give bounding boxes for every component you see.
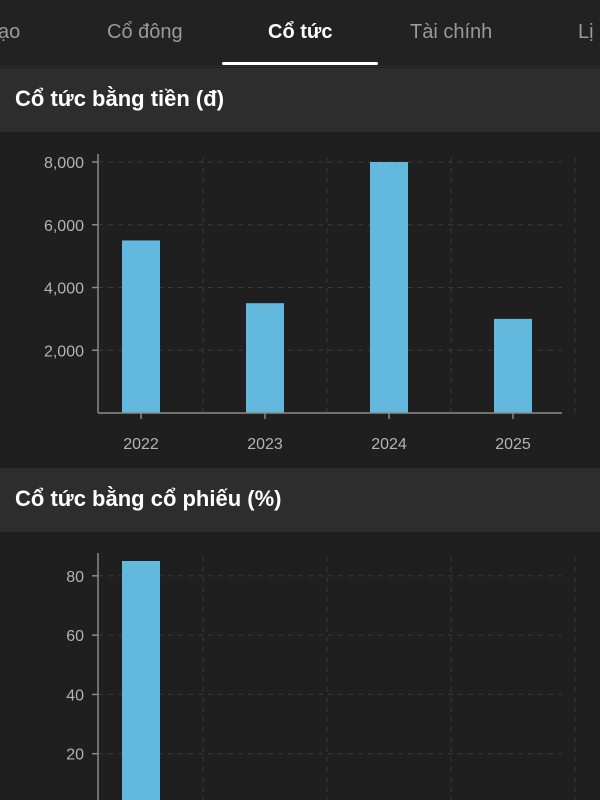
cash-xtick-label: 2023 <box>247 436 283 453</box>
cash-xtick-label: 2025 <box>495 436 531 453</box>
tab-shareholders[interactable]: Cổ đông <box>107 21 183 43</box>
cash-dividend-chart: 2,000 4,000 6,000 8,000 2022 2023 2024 2025 <box>0 132 600 468</box>
stock-dividend-header: Cổ tức bằng cổ phiếu (%) <box>0 468 600 532</box>
stock-ytick-label: 60 <box>66 628 84 645</box>
stock-bar-2022 <box>122 561 160 800</box>
stock-ytick-label: 20 <box>66 747 84 764</box>
tab-calendar[interactable]: Lị <box>578 21 594 43</box>
cash-xtick-label: 2022 <box>123 436 159 453</box>
cash-ytick-label: 6,000 <box>44 218 84 235</box>
cash-bar-2023 <box>246 303 284 413</box>
cash-xtick-label: 2024 <box>371 436 407 453</box>
tab-leadership[interactable]: ạo <box>0 21 21 43</box>
cash-dividend-header: Cổ tức bằng tiền (đ) <box>0 68 600 132</box>
cash-ytick-label: 8,000 <box>44 155 84 172</box>
cash-ytick-label: 4,000 <box>44 281 84 298</box>
tab-bar: ạo Cổ đông Cổ tức Tài chính Lị <box>0 0 600 67</box>
cash-dividend-title: Cổ tức bằng tiền (đ) <box>15 86 225 111</box>
stock-dividend-title: Cổ tức bằng cổ phiếu (%) <box>15 486 282 511</box>
cash-bar-2024 <box>370 162 408 413</box>
active-tab-indicator <box>222 62 378 65</box>
cash-bar-2022 <box>122 240 160 413</box>
stock-dividend-chart-svg: 20 40 60 80 <box>66 553 576 800</box>
stock-ytick-label: 80 <box>66 569 84 586</box>
cash-ytick-label: 2,000 <box>44 343 84 360</box>
tab-dividends[interactable]: Cổ tức <box>268 21 333 43</box>
cash-dividend-chart-svg: 2,000 4,000 6,000 8,000 2022 2023 2024 2025 <box>44 154 576 453</box>
stock-ytick-label: 40 <box>66 687 84 704</box>
tab-finance[interactable]: Tài chính <box>410 21 493 43</box>
cash-bar-2025 <box>494 318 532 413</box>
stock-dividend-chart: 20 40 60 80 <box>0 532 600 800</box>
